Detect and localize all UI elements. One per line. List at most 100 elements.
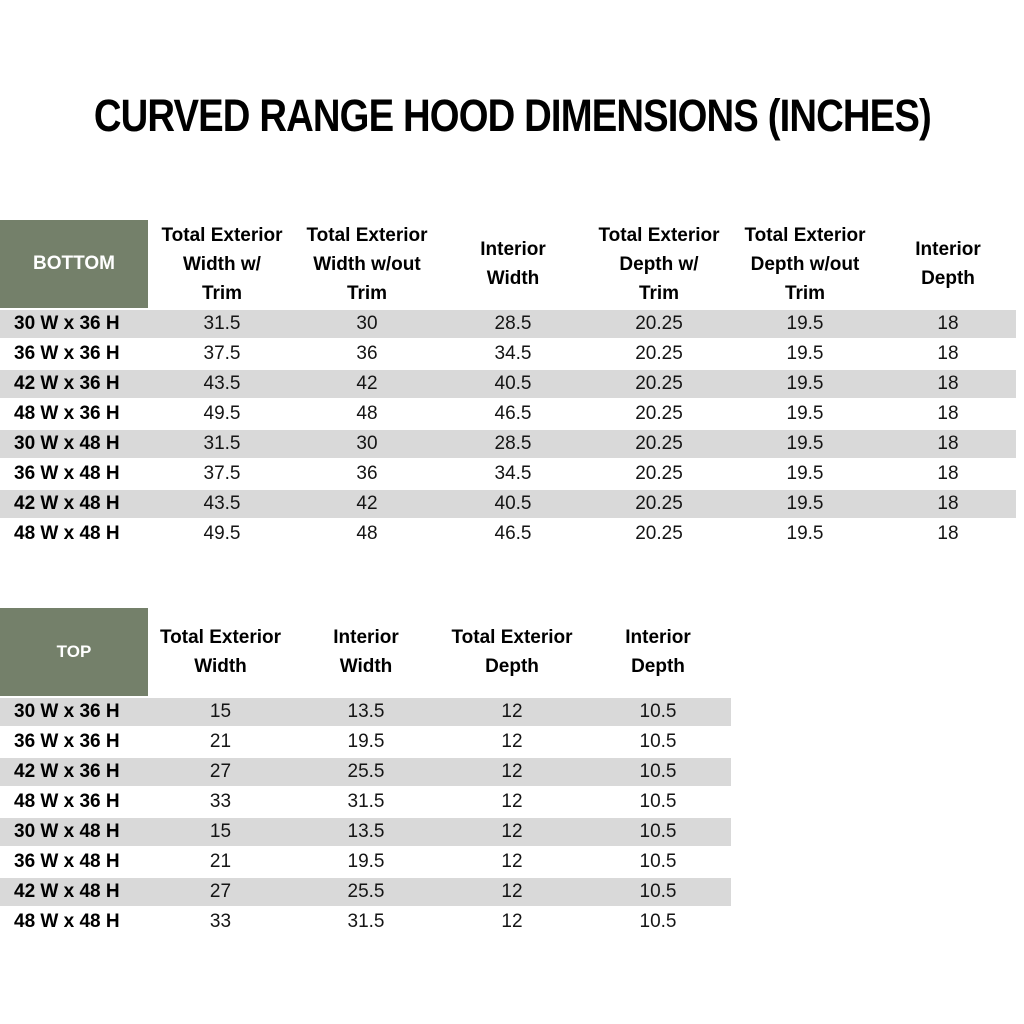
cell: 36 [296,460,438,490]
cell: 28.5 [438,430,588,460]
cell: 12 [439,818,585,848]
cell: 25.5 [293,758,439,788]
table-row: 42 W x 48 H 27 25.5 12 10.5 [0,878,731,908]
cell: 19.5 [730,340,880,370]
top-header-row: TOP Total Exterior Width Interior Width … [0,608,731,698]
cell: 18 [880,490,1016,520]
table-row: 30 W x 48 H 15 13.5 12 10.5 [0,818,731,848]
column-header-interior-depth: Interior Depth [585,608,731,698]
cell: 18 [880,430,1016,460]
cell: 37.5 [148,340,296,370]
page-title-container: CURVED RANGE HOOD DIMENSIONS (INCHES) [0,90,1024,142]
cell: 20.25 [588,520,730,550]
cell: 18 [880,460,1016,490]
row-label: 30 W x 36 H [0,698,148,728]
column-header-total-exterior-width-wout-trim: Total Exterior Width w/out Trim [296,220,438,310]
column-header-total-exterior-depth-wout-trim: Total Exterior Depth w/out Trim [730,220,880,310]
row-label: 48 W x 36 H [0,400,148,430]
table-row: 48 W x 48 H 49.5 48 46.5 20.25 19.5 18 [0,520,1016,550]
bottom-dimensions-table: BOTTOM Total Exterior Width w/ Trim Tota… [0,220,1016,550]
column-header-total-exterior-width: Total Exterior Width [148,608,293,698]
row-label: 36 W x 48 H [0,460,148,490]
table-row: 30 W x 36 H 31.5 30 28.5 20.25 19.5 18 [0,310,1016,340]
cell: 10.5 [585,788,731,818]
row-label: 48 W x 48 H [0,908,148,938]
cell: 10.5 [585,818,731,848]
table-row: 30 W x 36 H 15 13.5 12 10.5 [0,698,731,728]
cell: 12 [439,788,585,818]
cell: 20.25 [588,460,730,490]
cell: 21 [148,848,293,878]
row-label: 48 W x 36 H [0,788,148,818]
cell: 31.5 [293,788,439,818]
cell: 19.5 [730,460,880,490]
cell: 36 [296,340,438,370]
cell: 48 [296,520,438,550]
cell: 13.5 [293,818,439,848]
table-row: 36 W x 48 H 37.5 36 34.5 20.25 19.5 18 [0,460,1016,490]
cell: 49.5 [148,400,296,430]
cell: 20.25 [588,400,730,430]
cell: 18 [880,520,1016,550]
cell: 43.5 [148,490,296,520]
cell: 40.5 [438,490,588,520]
row-label: 42 W x 48 H [0,490,148,520]
cell: 31.5 [148,310,296,340]
cell: 18 [880,340,1016,370]
row-label: 30 W x 48 H [0,430,148,460]
table-row: 48 W x 36 H 49.5 48 46.5 20.25 19.5 18 [0,400,1016,430]
cell: 30 [296,430,438,460]
cell: 49.5 [148,520,296,550]
bottom-table-label: BOTTOM [0,220,148,310]
table-row: 48 W x 36 H 33 31.5 12 10.5 [0,788,731,818]
table-row: 36 W x 36 H 37.5 36 34.5 20.25 19.5 18 [0,340,1016,370]
row-label: 42 W x 48 H [0,878,148,908]
cell: 19.5 [730,370,880,400]
cell: 10.5 [585,848,731,878]
column-header-interior-width: Interior Width [438,220,588,310]
cell: 18 [880,310,1016,340]
cell: 31.5 [293,908,439,938]
cell: 10.5 [585,698,731,728]
row-label: 36 W x 36 H [0,340,148,370]
cell: 20.25 [588,310,730,340]
cell: 12 [439,758,585,788]
table-row: 42 W x 48 H 43.5 42 40.5 20.25 19.5 18 [0,490,1016,520]
cell: 30 [296,310,438,340]
bottom-header-row: BOTTOM Total Exterior Width w/ Trim Tota… [0,220,1016,310]
cell: 19.5 [730,430,880,460]
table-row: 36 W x 36 H 21 19.5 12 10.5 [0,728,731,758]
cell: 19.5 [730,490,880,520]
cell: 12 [439,848,585,878]
row-label: 36 W x 48 H [0,848,148,878]
cell: 34.5 [438,340,588,370]
cell: 19.5 [293,728,439,758]
cell: 12 [439,698,585,728]
cell: 20.25 [588,340,730,370]
cell: 20.25 [588,370,730,400]
cell: 19.5 [730,400,880,430]
cell: 10.5 [585,758,731,788]
column-header-interior-depth: Interior Depth [880,220,1016,310]
row-label: 30 W x 48 H [0,818,148,848]
cell: 40.5 [438,370,588,400]
cell: 42 [296,490,438,520]
cell: 15 [148,818,293,848]
cell: 46.5 [438,400,588,430]
column-header-total-exterior-depth-w-trim: Total Exterior Depth w/ Trim [588,220,730,310]
cell: 10.5 [585,728,731,758]
cell: 43.5 [148,370,296,400]
cell: 10.5 [585,878,731,908]
cell: 19.5 [730,310,880,340]
row-label: 48 W x 48 H [0,520,148,550]
cell: 12 [439,878,585,908]
cell: 46.5 [438,520,588,550]
cell: 18 [880,400,1016,430]
top-dimensions-table: TOP Total Exterior Width Interior Width … [0,608,731,938]
cell: 20.25 [588,490,730,520]
cell: 13.5 [293,698,439,728]
table-row: 42 W x 36 H 27 25.5 12 10.5 [0,758,731,788]
cell: 19.5 [293,848,439,878]
cell: 33 [148,788,293,818]
row-label: 36 W x 36 H [0,728,148,758]
